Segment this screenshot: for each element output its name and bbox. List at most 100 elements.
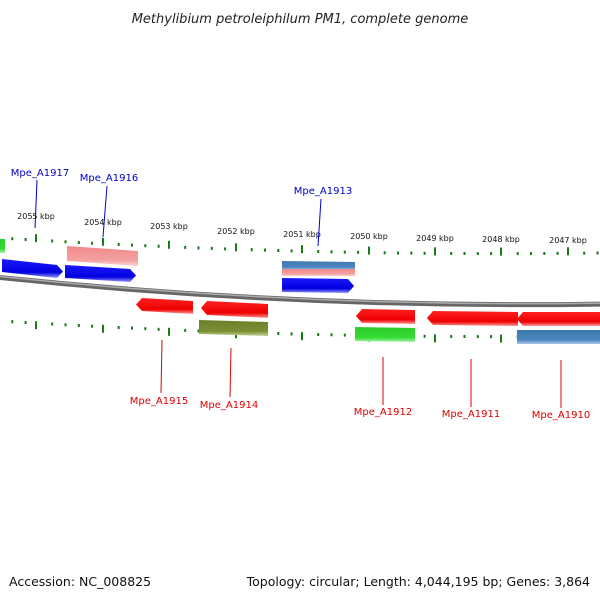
minor-tick [476,252,479,256]
gene-leader-lines [34,179,562,408]
gene-feature-mpe-a1917 [2,259,63,278]
gene-leader-line [229,347,232,398]
minor-tick [51,322,54,326]
gene-leader-line [160,339,163,394]
minor-tick [463,335,466,338]
gene-label[interactable]: Mpe_A1913 [294,186,352,197]
minor-tick [490,335,493,339]
minor-tick [91,324,94,328]
minor-tick [210,246,213,250]
minor-tick [383,251,386,255]
minor-tick [51,239,54,243]
gene-label[interactable]: Mpe_A1917 [11,168,69,179]
minor-tick [224,247,227,251]
minor-tick [144,327,147,331]
minor-tick [463,252,466,255]
gene-label[interactable]: Mpe_A1914 [200,400,258,411]
minor-tick [410,251,413,255]
major-tick [368,246,370,255]
topology-label: Topology: circular; Length: 4,044,195 bp… [246,574,590,589]
minor-tick [77,241,80,244]
major-tick [35,234,37,243]
minor-tick [450,252,453,255]
kbp-label: 2049 kbp [416,234,454,243]
minor-tick [317,333,320,336]
gene-label[interactable]: Mpe_A1915 [130,396,188,407]
minor-tick [397,251,399,255]
minor-tick [343,333,346,337]
gene-feature-mpe-a1915 [136,298,193,314]
minor-tick [290,332,293,336]
minor-tick [476,335,479,339]
minor-tick [131,243,133,247]
kbp-label: 2055 kbp [17,212,55,221]
minor-tick [543,252,546,255]
minor-tick [423,334,426,338]
minor-tick [277,249,280,252]
gene-feature-mpe-a1916-pink [67,246,138,266]
gene-leader-line [34,179,38,229]
major-tick [500,247,502,256]
major-tick [235,243,237,252]
gene-feature-green [0,239,5,253]
kbp-label: 2050 kbp [350,232,388,241]
minor-tick [290,249,293,253]
minor-tick [197,329,200,333]
minor-tick [91,241,94,245]
major-tick [168,327,170,336]
gene-leader-line [317,198,322,247]
minor-tick [530,252,532,256]
gene-label[interactable]: Mpe_A1912 [354,407,412,418]
minor-tick [184,245,187,249]
gene-feature-mpe-a1912 [356,309,415,324]
kbp-label: 2048 kbp [482,235,520,244]
minor-tick [516,252,519,256]
gene-feature-steel [282,261,355,270]
minor-tick [596,251,599,255]
major-tick [567,247,569,256]
genome-backbone-highlight [0,275,600,305]
minor-tick [330,250,333,254]
gene-label[interactable]: Mpe_A1911 [442,409,500,420]
kbp-labels: 2055 kbp 2054 kbp 2053 kbp 2052 kbp 2051 kbp… [17,212,587,245]
minor-tick [277,332,280,335]
gene-feature-mpe-a1913 [282,278,354,293]
minor-tick [583,251,586,255]
minor-tick [357,250,360,254]
minor-tick [24,321,27,324]
gene-feature-steel-lower [517,330,600,344]
gene-label[interactable]: Mpe_A1910 [532,410,590,421]
genome-backbone [0,275,600,308]
minor-tick [77,324,80,327]
minor-tick [556,251,559,255]
minor-tick [64,240,67,244]
map-title: Methylibium petroleiphilum PM1, complete… [132,12,469,27]
outer-tick-track [11,234,599,256]
minor-tick [64,323,67,327]
minor-tick [117,243,120,246]
minor-tick [250,248,253,252]
minor-tick [330,333,333,337]
gene-feature-mpe-a1914-red [201,301,268,318]
gene-label[interactable]: Mpe_A1916 [80,173,138,184]
minor-tick [490,252,493,256]
minor-tick [264,248,266,252]
major-tick [35,321,37,330]
gene-feature-pink [282,269,355,276]
gene-feature-green-lower [355,327,415,342]
minor-tick [157,327,160,331]
accession-label: Accession: NC_008825 [9,574,151,589]
gene-labels: Mpe_A1917 Mpe_A1916 Mpe_A1913 Mpe_A1915 Mpe_… [11,168,590,421]
minor-tick [197,246,200,250]
minor-tick [11,237,14,241]
minor-tick [144,244,147,248]
minor-tick [117,326,120,329]
kbp-label: 2051 kbp [283,230,321,239]
minor-tick [317,250,320,253]
major-tick [434,334,436,343]
major-tick [301,245,303,254]
major-tick [102,324,104,333]
kbp-label: 2052 kbp [217,227,255,236]
major-tick [434,247,436,256]
gene-leader-line [102,185,108,238]
